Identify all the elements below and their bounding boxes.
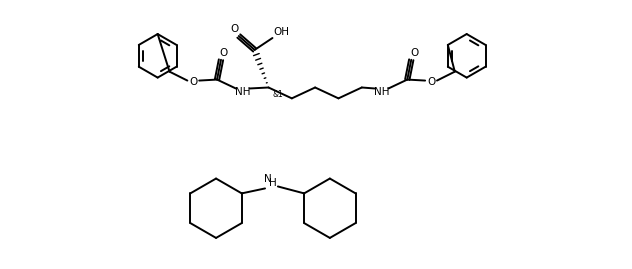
Text: &1: &1	[272, 90, 283, 99]
Text: O: O	[220, 48, 228, 58]
Text: OH: OH	[274, 27, 289, 37]
Text: O: O	[410, 48, 418, 58]
Text: H: H	[269, 179, 277, 189]
Text: NH: NH	[374, 87, 389, 97]
Text: O: O	[427, 77, 435, 87]
Text: NH: NH	[235, 87, 250, 97]
Text: O: O	[231, 24, 239, 34]
Text: O: O	[189, 77, 197, 87]
Text: N: N	[264, 174, 272, 183]
